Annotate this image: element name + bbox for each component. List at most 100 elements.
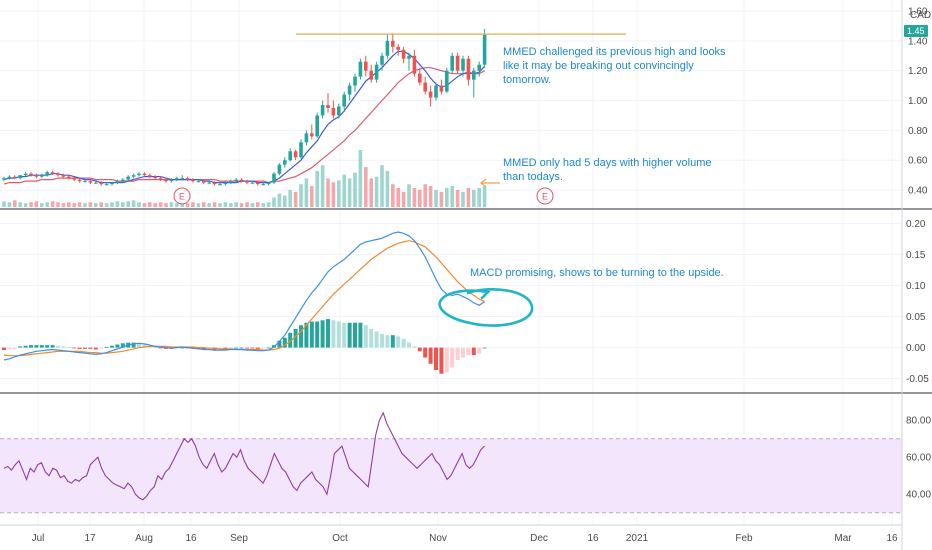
price-axis[interactable]: 1.60 1.40 1.20 1.00 0.80 0.60 0.40 — [908, 6, 928, 196]
candle[interactable] — [299, 139, 303, 159]
candle[interactable] — [72, 176, 76, 182]
candle[interactable] — [455, 52, 460, 74]
candle[interactable] — [434, 82, 438, 101]
candle[interactable] — [326, 93, 330, 113]
candle[interactable] — [164, 178, 168, 183]
candle[interactable] — [153, 175, 157, 180]
candle[interactable] — [245, 179, 249, 185]
candle[interactable] — [331, 100, 336, 119]
candle[interactable] — [212, 181, 217, 186]
candle[interactable] — [358, 58, 363, 80]
candle[interactable] — [137, 172, 141, 177]
rsi-line[interactable] — [3, 411, 485, 501]
candle[interactable] — [202, 179, 206, 185]
candle[interactable] — [304, 130, 309, 146]
earnings-marker-1[interactable]: E — [173, 187, 191, 205]
candle[interactable] — [94, 181, 98, 185]
candle[interactable] — [40, 173, 44, 179]
candle[interactable] — [288, 148, 292, 162]
candle[interactable] — [466, 55, 471, 86]
candle[interactable] — [283, 157, 287, 168]
candle[interactable] — [428, 85, 433, 107]
macd-pane[interactable] — [2, 231, 487, 374]
candle[interactable] — [261, 182, 265, 186]
candle[interactable] — [293, 149, 298, 161]
candle[interactable] — [369, 64, 373, 83]
candle[interactable] — [364, 55, 368, 77]
candle[interactable] — [477, 61, 481, 77]
candle[interactable] — [423, 76, 427, 95]
macd-line[interactable] — [3, 231, 485, 361]
candle[interactable] — [374, 61, 379, 83]
candle[interactable] — [396, 43, 400, 56]
candle[interactable] — [472, 67, 476, 98]
candle[interactable] — [272, 172, 276, 185]
candle[interactable] — [185, 176, 190, 182]
candle[interactable] — [104, 182, 109, 186]
candle[interactable] — [266, 182, 271, 186]
candle[interactable] — [207, 181, 211, 185]
candle[interactable] — [169, 178, 174, 183]
candle[interactable] — [77, 178, 82, 183]
candle[interactable] — [148, 173, 152, 179]
candle[interactable] — [121, 178, 125, 183]
candle[interactable] — [23, 172, 28, 177]
volume-arrow-annotation[interactable] — [480, 178, 500, 188]
candle[interactable] — [256, 181, 260, 186]
candle[interactable] — [353, 73, 357, 92]
macd-axis[interactable]: 0.20 0.15 0.10 0.05 0.00 -0.05 — [906, 219, 929, 385]
candle[interactable] — [180, 175, 184, 180]
candle[interactable] — [126, 175, 130, 182]
candle[interactable] — [482, 28, 487, 68]
candle[interactable] — [315, 112, 319, 138]
candle[interactable] — [34, 173, 39, 179]
candle[interactable] — [310, 124, 314, 140]
candle[interactable] — [223, 181, 228, 186]
macd-circle-annotation[interactable] — [438, 287, 534, 327]
candle[interactable] — [56, 172, 60, 177]
candle[interactable] — [196, 179, 201, 183]
candle[interactable] — [234, 178, 238, 183]
candle[interactable] — [115, 179, 120, 185]
candle[interactable] — [337, 103, 341, 119]
candle[interactable] — [110, 182, 114, 186]
candle[interactable] — [385, 34, 390, 59]
candle[interactable] — [99, 181, 103, 186]
candle[interactable] — [277, 163, 282, 176]
candle[interactable] — [50, 170, 55, 176]
candle[interactable] — [445, 67, 449, 94]
candle[interactable] — [250, 181, 255, 185]
candle[interactable] — [7, 175, 12, 180]
candle[interactable] — [45, 170, 49, 177]
candle[interactable] — [29, 172, 33, 177]
candle[interactable] — [67, 175, 71, 180]
candle[interactable] — [88, 179, 93, 185]
candle[interactable] — [158, 176, 163, 182]
candle[interactable] — [439, 79, 444, 95]
candle[interactable] — [401, 46, 406, 64]
rsi-pane[interactable] — [3, 411, 485, 501]
candle[interactable] — [131, 173, 136, 179]
candle[interactable] — [229, 179, 233, 185]
time-axis[interactable]: Jul 17 Aug 16 Sep Oct Nov Dec 16 2021 Feb Mar 16 — [32, 533, 898, 544]
candle[interactable] — [407, 52, 411, 71]
candle[interactable] — [2, 176, 6, 182]
candle[interactable] — [412, 49, 417, 77]
candle[interactable] — [347, 82, 352, 101]
candle[interactable] — [175, 176, 179, 182]
candle[interactable] — [461, 55, 465, 77]
candle[interactable] — [239, 178, 244, 183]
candle[interactable] — [450, 52, 454, 74]
candle[interactable] — [380, 52, 384, 71]
candle[interactable] — [418, 67, 422, 86]
candle[interactable] — [83, 179, 87, 183]
candlesticks[interactable] — [2, 28, 487, 186]
candle[interactable] — [342, 91, 346, 110]
earnings-marker-2[interactable]: E — [536, 187, 554, 205]
rsi-axis[interactable]: 80.00 60.00 40.00 — [906, 416, 931, 501]
candle[interactable] — [320, 100, 325, 119]
candle[interactable] — [391, 33, 395, 53]
candle[interactable] — [61, 173, 66, 179]
candle[interactable] — [18, 175, 22, 180]
